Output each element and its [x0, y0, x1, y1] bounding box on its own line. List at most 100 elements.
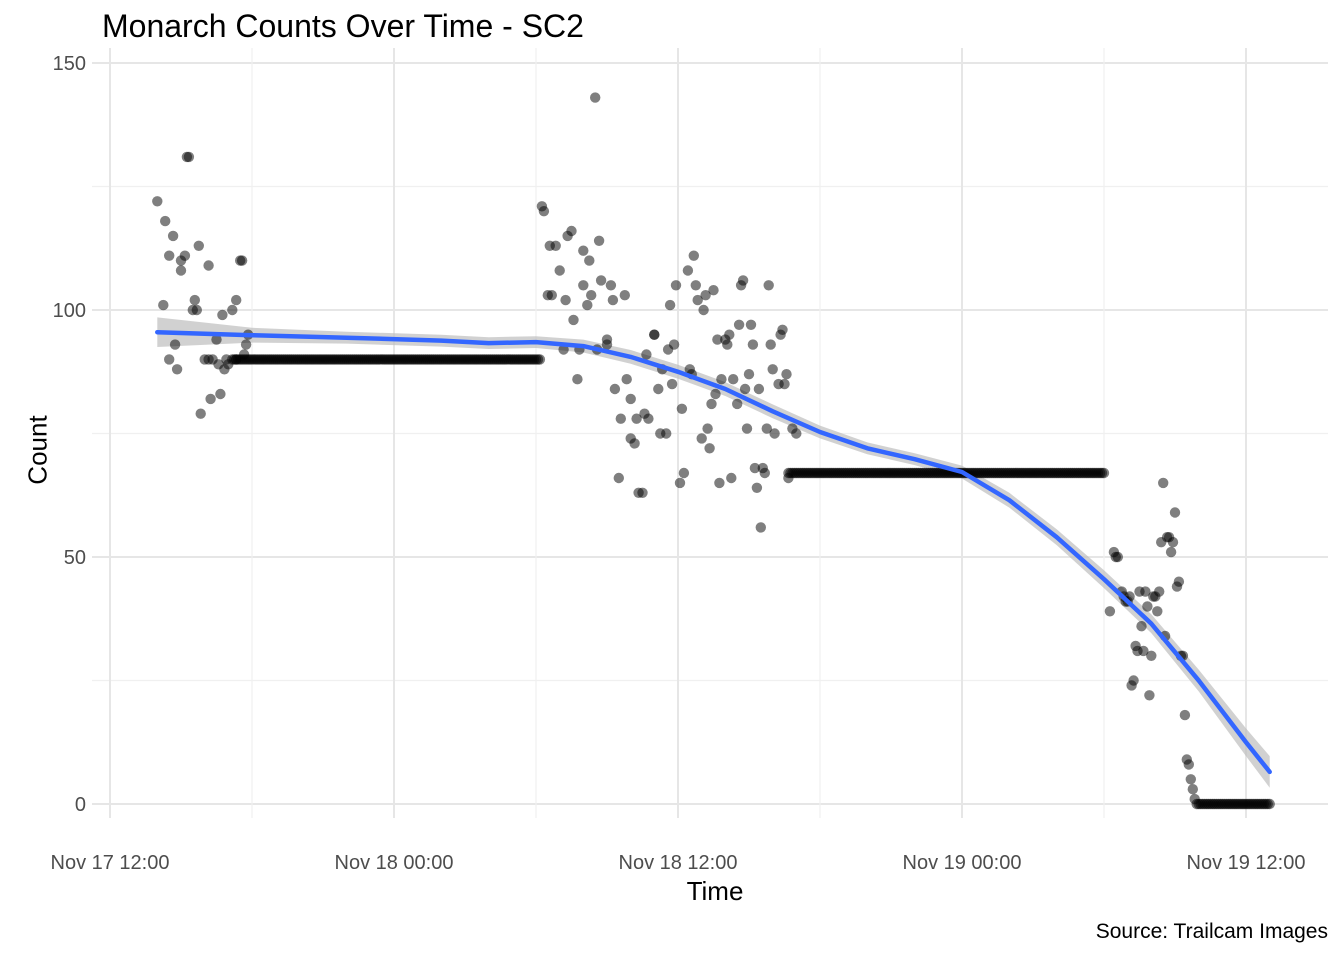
data-point — [619, 290, 630, 301]
data-point — [767, 364, 778, 375]
data-point — [217, 309, 228, 321]
data-point — [631, 413, 642, 424]
data-point — [749, 462, 761, 474]
data-point — [1104, 606, 1116, 617]
data-points — [152, 92, 1275, 810]
data-point — [183, 151, 195, 163]
data-point — [765, 339, 776, 350]
data-point — [1144, 690, 1155, 701]
data-point — [696, 433, 707, 444]
data-point — [607, 294, 619, 306]
data-point — [1140, 586, 1151, 597]
data-point — [708, 285, 719, 296]
data-point — [605, 280, 617, 291]
data-point — [1183, 759, 1195, 770]
data-point — [625, 393, 636, 405]
data-point — [191, 304, 202, 316]
data-point — [710, 388, 721, 400]
data-point — [1128, 675, 1139, 686]
data-point — [692, 294, 703, 306]
x-tick-label: Nov 19 12:00 — [1187, 852, 1306, 874]
data-point — [759, 467, 770, 479]
data-point — [1165, 546, 1177, 558]
data-point — [193, 240, 204, 251]
data-point — [649, 329, 660, 340]
y-tick-label: 150 — [53, 53, 86, 75]
data-point — [1173, 576, 1185, 587]
trend-line — [155, 329, 1272, 775]
data-point — [171, 364, 183, 375]
data-point — [1167, 537, 1179, 548]
data-point — [211, 334, 222, 345]
data-point — [572, 374, 583, 385]
smooth-confidence-band — [157, 317, 1270, 788]
data-point — [763, 280, 774, 291]
data-point — [629, 438, 640, 449]
data-point — [751, 482, 763, 493]
data-point — [739, 383, 751, 395]
data-point — [741, 423, 753, 434]
data-point — [595, 275, 607, 286]
data-point — [688, 250, 699, 261]
chart-title: Monarch Counts Over Time - SC2 — [102, 8, 584, 44]
data-point — [702, 423, 713, 434]
data-point — [584, 255, 595, 266]
data-point — [690, 280, 701, 291]
data-point — [240, 339, 252, 350]
data-point — [653, 383, 664, 395]
data-point — [164, 250, 175, 261]
data-point — [215, 388, 226, 400]
data-point — [179, 250, 191, 261]
data-point — [586, 290, 597, 301]
data-point — [593, 235, 605, 246]
data-point — [560, 294, 571, 306]
data-point — [554, 265, 565, 276]
data-point — [1158, 477, 1169, 489]
data-point — [668, 339, 680, 350]
data-point — [1154, 586, 1165, 597]
data-point — [682, 265, 694, 276]
data-point — [661, 428, 672, 439]
data-point — [534, 354, 546, 365]
data-point — [1146, 650, 1157, 661]
data-point — [231, 294, 242, 306]
data-point — [1152, 606, 1163, 617]
data-point — [743, 369, 755, 380]
data-point — [714, 477, 725, 489]
data-point — [158, 299, 169, 311]
data-point — [728, 374, 739, 385]
data-point — [1112, 551, 1124, 563]
data-point — [664, 299, 676, 311]
data-point — [779, 378, 790, 390]
data-point — [601, 339, 613, 350]
data-point — [753, 383, 765, 395]
data-point — [236, 255, 248, 266]
data-point — [621, 374, 632, 385]
y-tick-label: 100 — [53, 300, 86, 322]
data-point — [769, 428, 780, 439]
data-point — [777, 324, 788, 335]
data-point — [152, 196, 163, 207]
data-point — [704, 443, 715, 454]
data-point — [1098, 467, 1110, 479]
data-point — [698, 304, 709, 316]
data-point — [722, 339, 733, 350]
data-point — [712, 334, 723, 345]
data-point — [538, 206, 550, 217]
data-point — [674, 477, 686, 489]
data-point — [568, 314, 579, 326]
data-point — [613, 472, 624, 484]
data-point — [678, 467, 690, 479]
data-point — [726, 472, 737, 484]
data-point — [781, 369, 792, 380]
data-point — [1136, 621, 1147, 632]
data-point — [189, 294, 200, 306]
data-point — [670, 280, 682, 291]
data-point — [1179, 709, 1191, 721]
data-point — [747, 339, 759, 350]
data-point — [716, 374, 727, 385]
chart-caption: Source: Trailcam Images — [1095, 920, 1328, 943]
data-point — [1142, 601, 1153, 612]
data-point — [1264, 798, 1275, 810]
